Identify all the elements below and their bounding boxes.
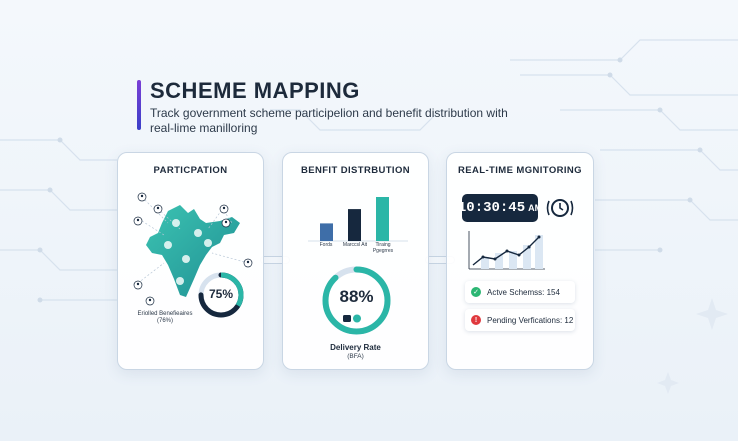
distribution-title: BENFIT DISTRBUTION [300, 165, 411, 176]
distribution-bar-chart [308, 197, 408, 242]
check-circle-icon: ✓ [471, 287, 481, 297]
monitoring-card[interactable]: REAL-TIME MGNITORING 10:30:45 AM ✓ Actve… [446, 152, 594, 370]
participation-title: PARTICPATION [153, 165, 228, 176]
monitoring-line-chart [468, 231, 545, 270]
monitoring-title: REAL-TIME MGNITORING [458, 165, 582, 176]
delivery-rate-sub: (BFA) [347, 353, 364, 360]
clock-display: 10:30:45 AM [458, 194, 542, 222]
bar-funds [320, 223, 333, 241]
bar-label-3: Tiraing Pgegrres [372, 242, 394, 254]
delivery-rate-label: Delivery Rate [330, 343, 381, 352]
alert-circle-icon: ! [471, 315, 481, 325]
alarm-clock-icon [546, 199, 574, 217]
pending-verifications-status[interactable]: ! Pending Verfications: 12 [465, 309, 575, 331]
page-title: SCHEME MAPPING [150, 78, 360, 103]
clock-ampm: AM [528, 203, 543, 213]
india-map [133, 192, 253, 306]
bar-label-1: Fords [319, 242, 333, 248]
bar-material-aid [348, 209, 361, 241]
bar-training [376, 197, 389, 241]
beneficiaries-label: Eriolled Benefieaires (76%) [137, 311, 193, 324]
bar-label-2: Marccsl Ait [342, 242, 368, 248]
pending-verifications-text: Pending Verfications: 12 [487, 315, 574, 325]
clock-time: 10:30:45 [457, 200, 526, 216]
header-accent-bar [137, 80, 141, 130]
active-schemes-text: Actve Schemss: 154 [487, 287, 560, 297]
participation-card[interactable]: PARTICPATION 75% Erio [117, 152, 264, 370]
page-subtitle: Track government scheme participelion an… [150, 106, 508, 135]
delivery-percent: 88% [339, 287, 374, 306]
distribution-card[interactable]: BENFIT DISTRBUTION Fords Marccsl Ait Tir… [282, 152, 429, 370]
participation-percent: 75% [208, 287, 234, 301]
rupee-hand-icon [343, 314, 361, 323]
participation-donut [198, 272, 244, 318]
delivery-donut [322, 266, 391, 335]
active-schemes-status[interactable]: ✓ Actve Schemss: 154 [465, 281, 575, 303]
